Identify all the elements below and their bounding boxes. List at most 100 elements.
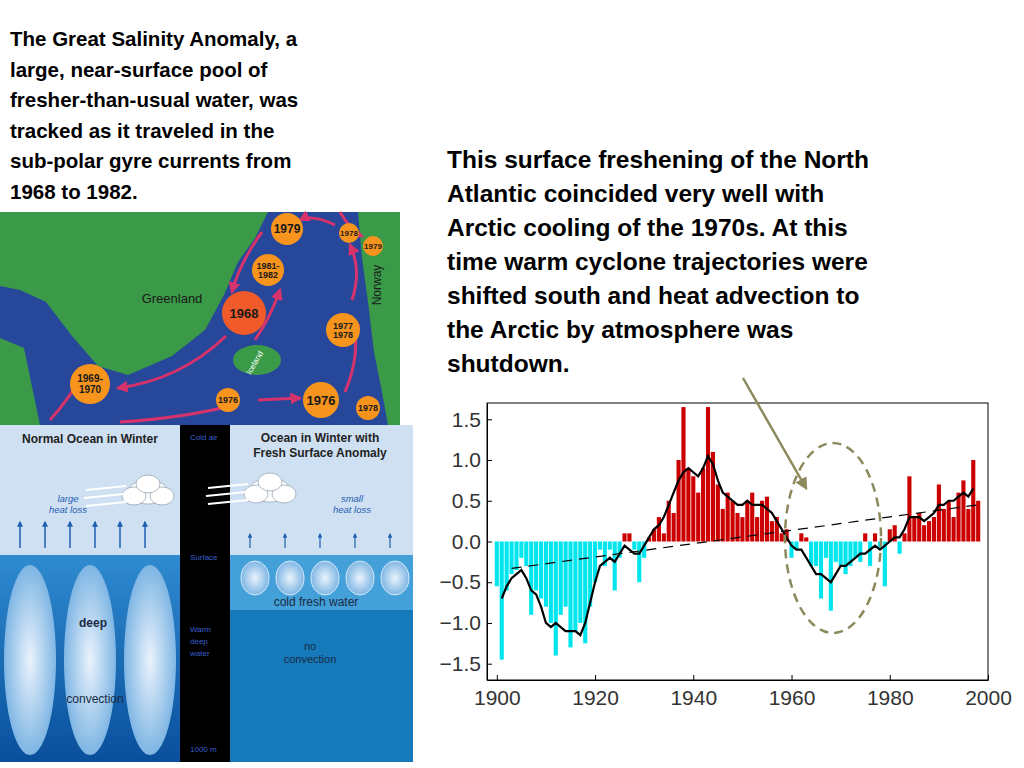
tick-label: 1900: [474, 686, 521, 709]
tick-mark: [792, 675, 793, 680]
bar: [716, 484, 720, 541]
slide: The Great Salinity Anomaly, alarge, near…: [0, 0, 1024, 768]
water: [230, 555, 413, 762]
x-tick: 1980: [867, 675, 914, 709]
year-label: 1976: [218, 395, 238, 405]
year-label: 1970: [79, 384, 102, 395]
strip-label: 1000 m: [190, 745, 217, 754]
panel-title: Fresh Surface Anomaly: [253, 446, 387, 460]
tick-mark: [988, 675, 989, 680]
bar: [598, 542, 602, 550]
bar: [549, 542, 553, 623]
heat-arrow: [69, 522, 71, 548]
bar: [608, 542, 612, 550]
tick-label: −0.5: [440, 570, 481, 593]
chart: 190019201940196019802000−1.5−1.0−0.50.00…: [440, 378, 1012, 709]
current-arrow: [350, 245, 357, 300]
heat-arrow: [354, 534, 355, 548]
heat-arrow: [19, 522, 21, 548]
annotation-line: time warm cyclone trajectories were: [447, 248, 868, 275]
year-marker: [216, 388, 240, 412]
bar: [873, 533, 877, 541]
convection-cell: [4, 565, 56, 755]
current-arrow: [300, 218, 335, 225]
tick-label: −1.0: [440, 611, 481, 634]
y-tick: 1.0: [452, 448, 492, 471]
tick-label: 1980: [867, 686, 914, 709]
bar: [755, 517, 759, 541]
y-tick: −1.0: [440, 611, 492, 634]
bar: [819, 542, 823, 599]
bar: [937, 484, 941, 541]
trend-line: [512, 505, 979, 569]
y-tick: −0.5: [440, 570, 492, 593]
sky: [230, 425, 413, 555]
year-label: 1978: [340, 229, 358, 238]
bar: [514, 542, 518, 571]
bar: [726, 493, 730, 542]
wind-line: [84, 494, 124, 498]
heat-arrow: [94, 522, 96, 548]
bar: [686, 468, 690, 541]
surface-cell: [276, 561, 304, 595]
bar: [947, 501, 951, 542]
surface-cell: [381, 561, 409, 595]
bar: [829, 542, 833, 611]
caption-line: tracked as it traveled in the: [10, 119, 274, 142]
year-marker: [252, 254, 284, 286]
caption-line: The Great Salinity Anomaly, a: [10, 27, 298, 50]
bar: [780, 533, 784, 541]
bar: [554, 542, 558, 656]
bar: [559, 542, 563, 615]
bar: [745, 501, 749, 542]
bar: [952, 517, 956, 541]
annotation-line: the Arctic by atmosphere was: [447, 316, 793, 343]
caption-line: 1968 to 1982.: [10, 180, 138, 203]
surface-cell: [311, 561, 339, 595]
bar: [731, 501, 735, 542]
tick-mark: [497, 675, 498, 680]
convection-cell: [124, 565, 176, 755]
heat-arrow: [319, 534, 320, 548]
x-tick: 2000: [965, 675, 1012, 709]
bar: [564, 542, 568, 607]
convection-cell: [64, 565, 116, 755]
strip-label: water: [189, 649, 210, 658]
panel-label: no: [304, 640, 316, 652]
annotation-line: This surface freshening of the North: [447, 146, 869, 173]
place-label: Greenland: [142, 291, 203, 306]
year-label: 1968: [230, 306, 259, 321]
tick-mark: [487, 419, 492, 420]
bar: [839, 542, 843, 566]
bar: [942, 509, 946, 542]
bar: [858, 542, 862, 562]
bar: [637, 542, 641, 583]
bar: [622, 533, 626, 541]
bar: [613, 542, 617, 591]
bar: [765, 497, 769, 542]
bar: [814, 542, 818, 566]
x-tick: 1900: [474, 675, 521, 709]
tick-mark: [487, 623, 492, 624]
bar: [804, 537, 808, 541]
year-label: 1979: [364, 242, 382, 251]
bar: [676, 460, 680, 541]
wind-line: [206, 492, 246, 496]
caption-line: fresher-than-usual water, was: [10, 88, 298, 111]
year-label: 1978: [358, 403, 378, 413]
convection-diagram: Normal Ocean in Winterlargeheat lossdeep…: [0, 425, 413, 762]
labrador-land: [0, 338, 40, 425]
tick-label: 0.5: [452, 489, 481, 512]
tick-mark: [487, 664, 492, 665]
bar: [971, 460, 975, 541]
heat-label: heat loss: [49, 504, 87, 515]
bar: [750, 493, 754, 542]
pointer-arrow: [743, 378, 806, 488]
surface-cell: [346, 561, 374, 595]
bar: [672, 513, 676, 542]
bar: [662, 533, 666, 541]
tick-label: 1.0: [452, 448, 481, 471]
y-tick: 1.5: [452, 408, 492, 431]
x-tick: 1960: [769, 675, 816, 709]
map-sea: [0, 212, 400, 425]
